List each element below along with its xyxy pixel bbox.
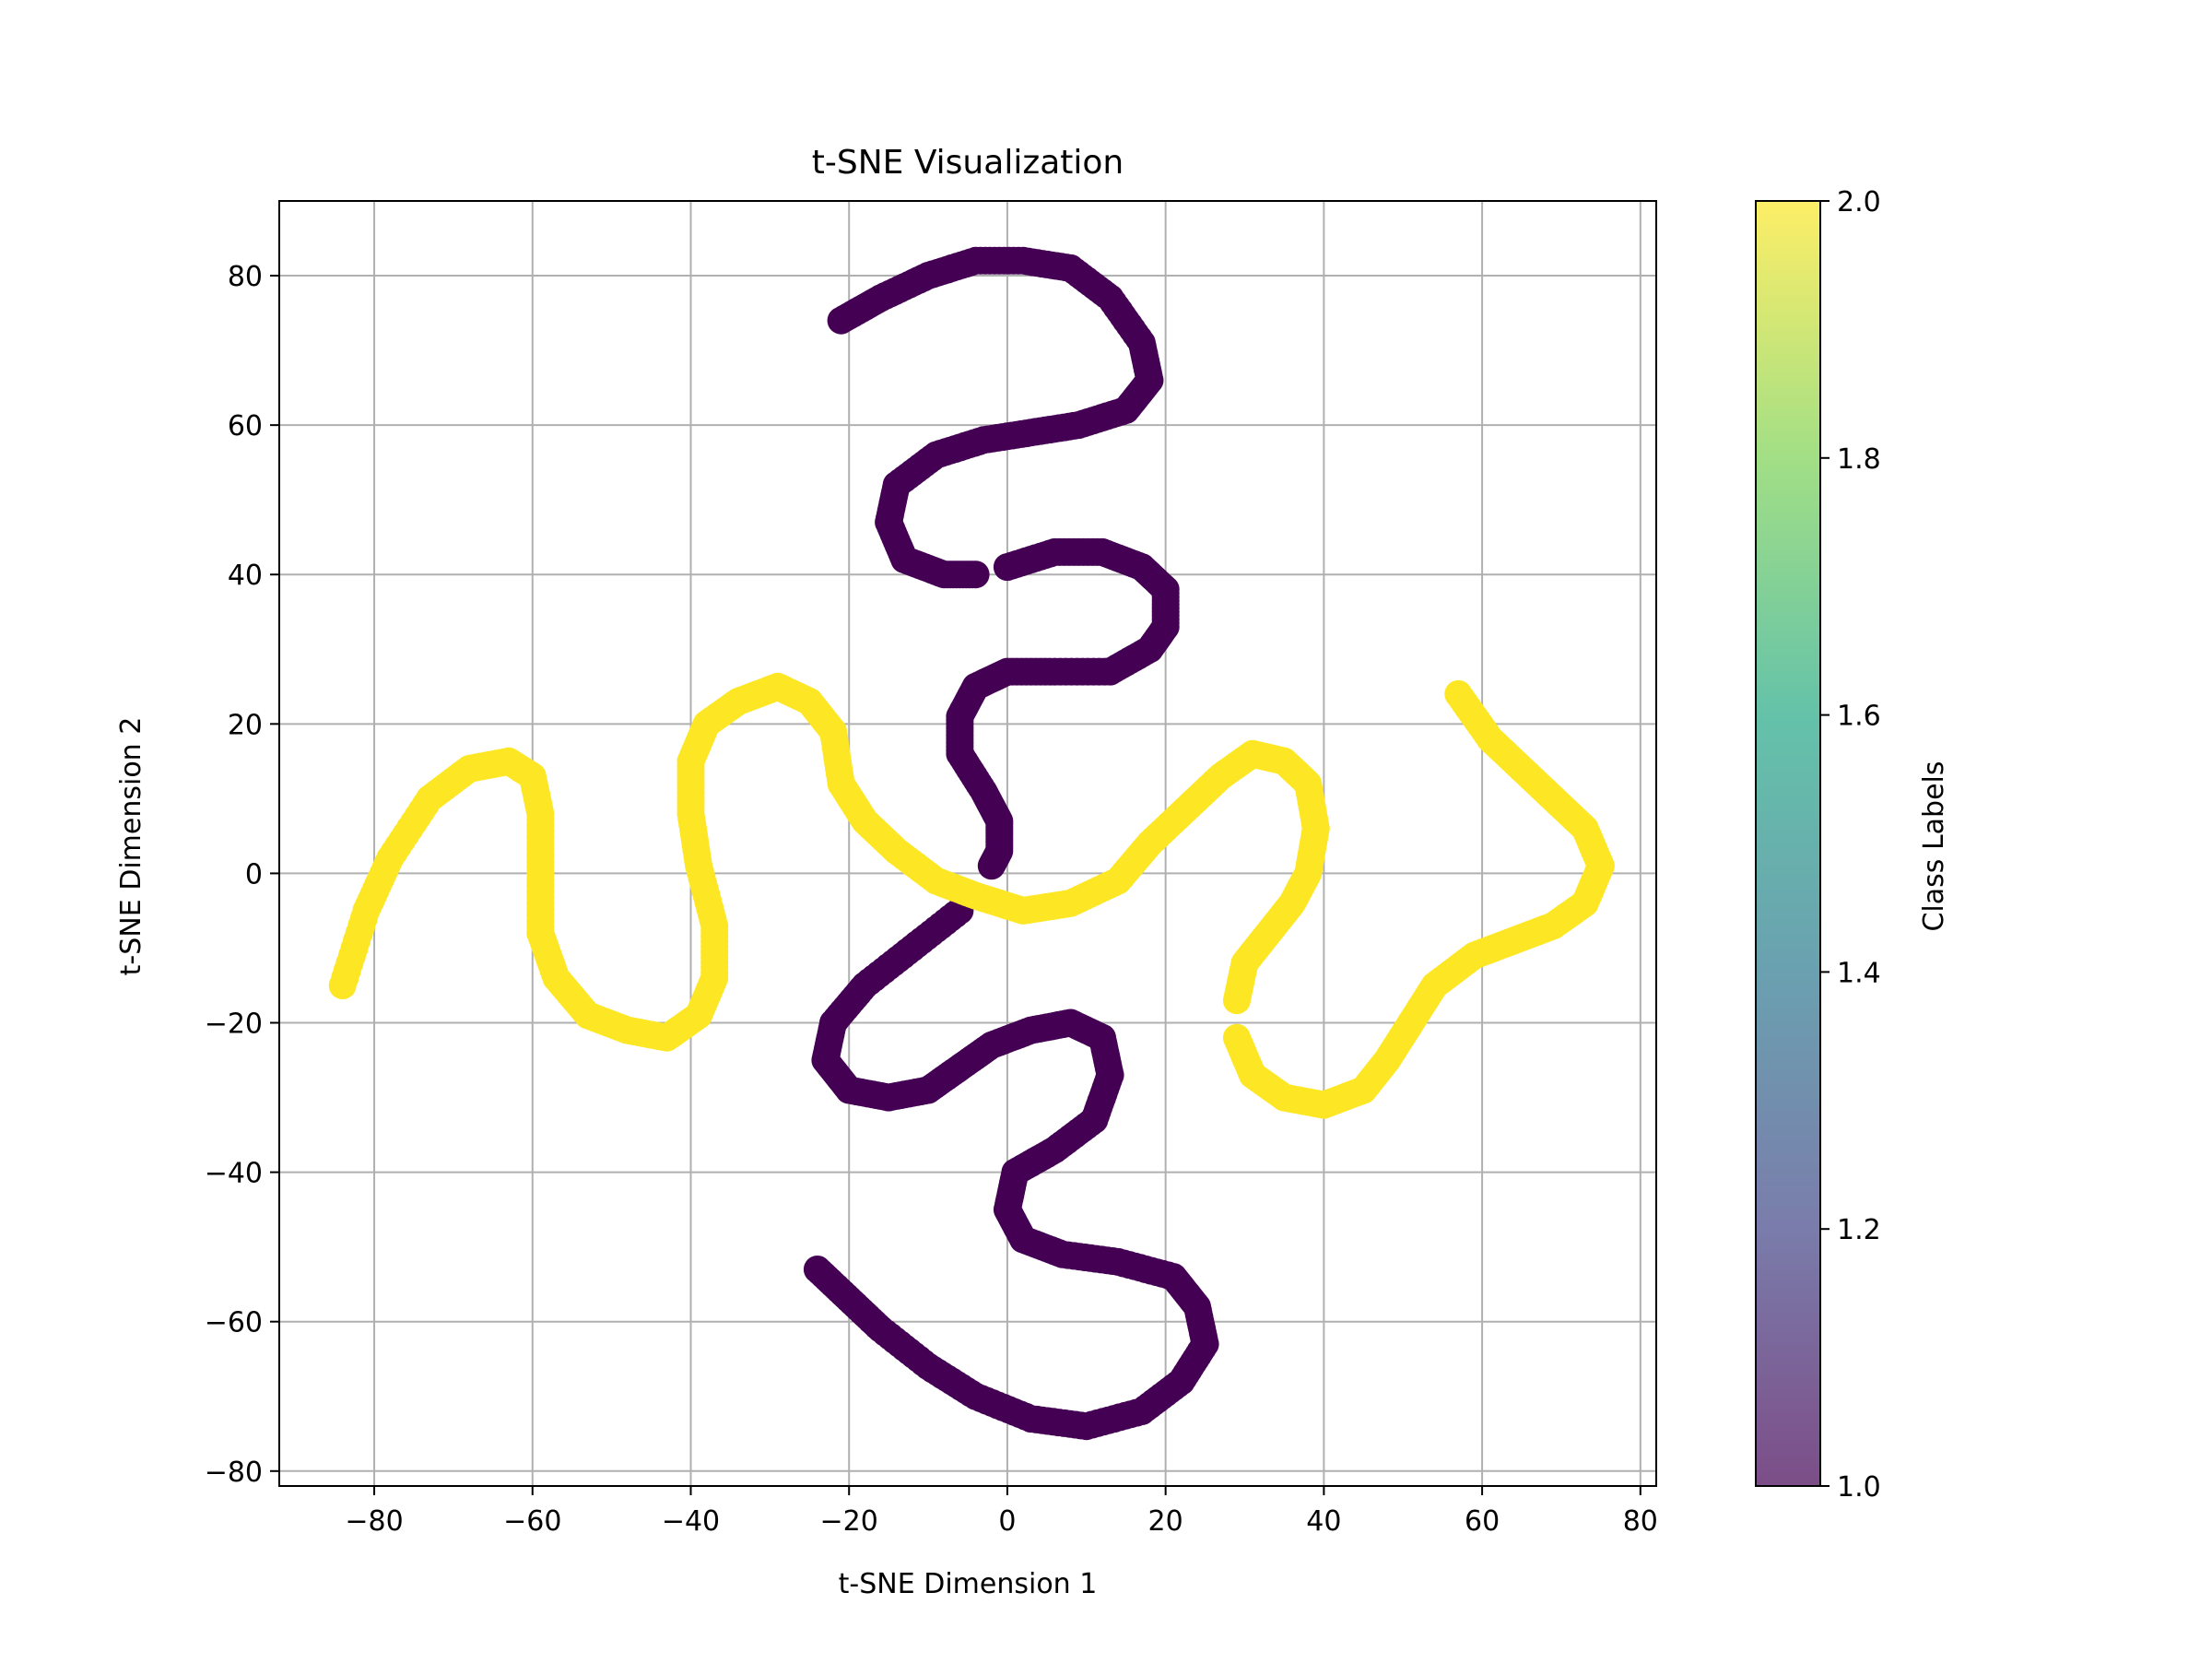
scatter-point-class-1: [961, 560, 990, 589]
y-tick-label: 20: [228, 709, 263, 741]
y-axis-label: t-SNE Dimension 2: [115, 717, 147, 976]
x-tick-label: 80: [1623, 1505, 1658, 1538]
x-axis-ticks: −80 −60 −40 −20 0 20 40 60 80: [345, 1486, 1658, 1538]
y-tick-label: 40: [228, 560, 263, 592]
y-tick-label: −80: [205, 1457, 263, 1489]
chart-title: t-SNE Visualization: [812, 144, 1124, 182]
x-tick-label: −60: [503, 1505, 561, 1538]
x-tick-label: −20: [820, 1505, 878, 1538]
x-tick-label: 60: [1465, 1505, 1500, 1538]
y-tick-label: −20: [205, 1008, 263, 1041]
scatter-point-class-2: [1222, 986, 1251, 1015]
grid-lines: [279, 201, 1656, 1486]
scatter-point-class-1: [977, 852, 1006, 880]
scatter-point-class-2: [1444, 679, 1473, 708]
colorbar-label: Class Labels: [1918, 761, 1950, 931]
colorbar: [1755, 200, 1821, 1487]
x-tick-label: 40: [1306, 1505, 1341, 1538]
colorbar-tick-label: 1.4: [1837, 957, 1881, 989]
x-tick-label: −80: [345, 1505, 403, 1538]
y-tick-label: −60: [205, 1307, 263, 1339]
y-tick-label: 0: [245, 858, 263, 890]
y-axis-ticks: −80 −60 −40 −20 0 20 40 60 80: [205, 261, 279, 1489]
y-tick-label: 80: [228, 261, 263, 293]
colorbar-tick-label: 2.0: [1837, 186, 1881, 218]
x-tick-label: 0: [998, 1505, 1016, 1538]
colorbar-tick-label: 1.8: [1837, 443, 1881, 476]
x-tick-label: 20: [1148, 1505, 1183, 1538]
y-tick-label: 60: [228, 410, 263, 442]
scatter-points: [328, 246, 1615, 1441]
colorbar-ticks: 1.0 1.2 1.4 1.6 1.8 2.0: [1820, 186, 1881, 1504]
colorbar-tick-label: 1.6: [1837, 701, 1881, 733]
x-tick-label: −40: [662, 1505, 720, 1538]
plot-frame: [278, 200, 1657, 1487]
y-tick-label: −40: [205, 1158, 263, 1190]
colorbar-tick-label: 1.2: [1837, 1214, 1881, 1246]
x-axis-label: t-SNE Dimension 1: [839, 1568, 1098, 1600]
colorbar-tick-label: 1.0: [1837, 1471, 1881, 1504]
scatter-point-class-1: [803, 1256, 831, 1283]
